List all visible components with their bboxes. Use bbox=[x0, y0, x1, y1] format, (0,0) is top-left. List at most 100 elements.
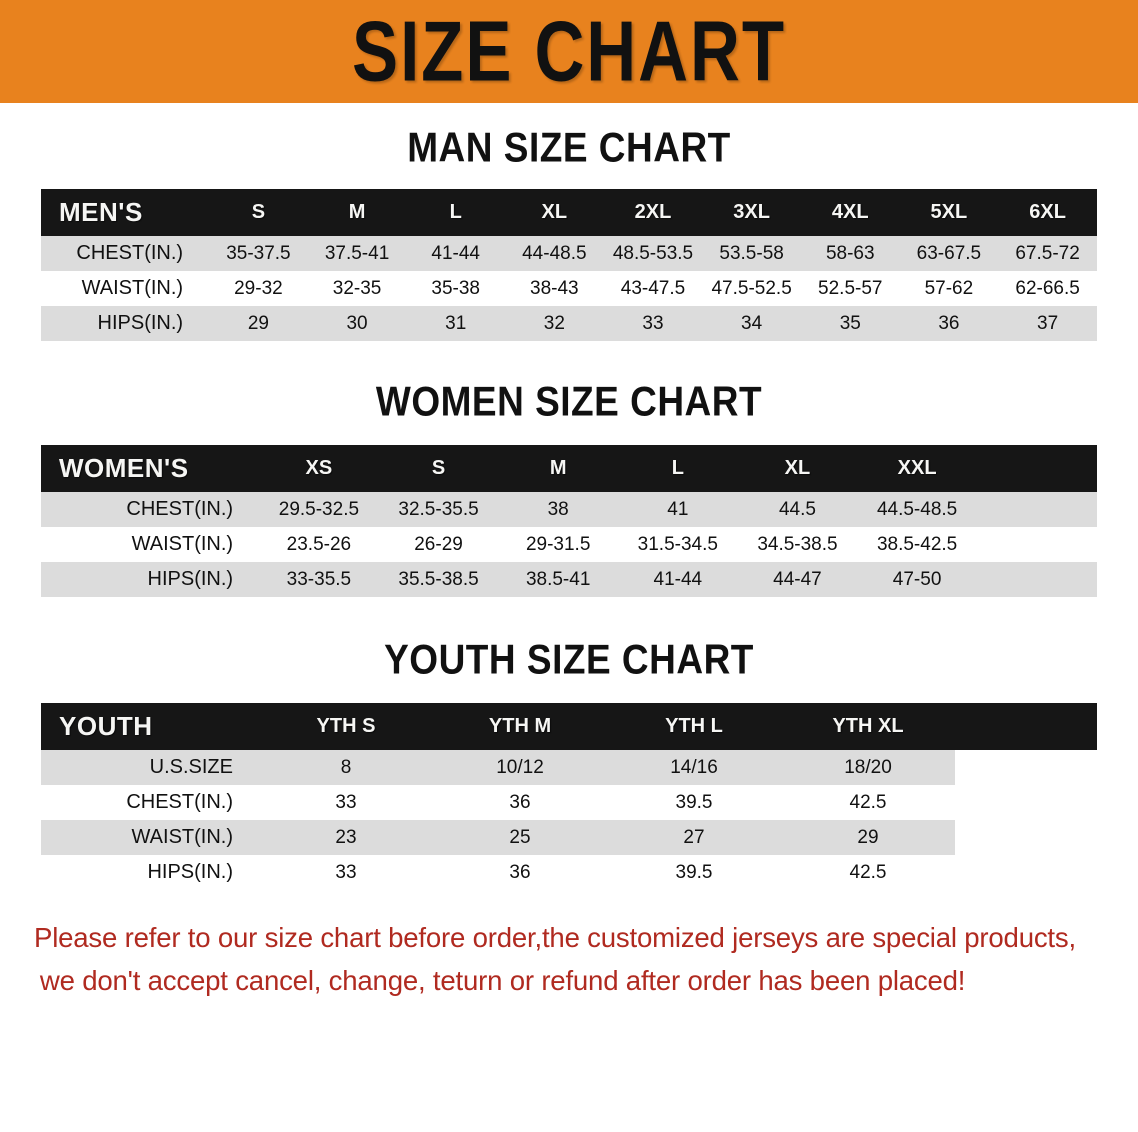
man-col-header-xl: XL bbox=[541, 201, 568, 223]
man-col-header-2xl: 2XL bbox=[634, 201, 672, 223]
table-cell: 18/20 bbox=[781, 750, 955, 785]
table-row: CHEST(IN.) 33 36 39.5 42.5 bbox=[41, 785, 1097, 820]
man-col-header-6xl: 6XL bbox=[1029, 201, 1066, 223]
page-title: SIZE CHART bbox=[352, 4, 786, 99]
table-header-row: MEN'S S M L XL 2XL 3XL 4XL 5XL 6XL bbox=[41, 189, 1097, 236]
table-cell: 52.5-57 bbox=[800, 271, 900, 306]
youth-col-header-s: YTH S bbox=[316, 715, 376, 737]
table-header-row: YOUTH YTH S YTH M YTH L YTH XL bbox=[41, 703, 1097, 750]
table-cell: 58-63 bbox=[800, 236, 900, 271]
table-row: U.S.SIZE 8 10/12 14/16 18/20 bbox=[41, 750, 1097, 785]
women-table-head: WOMEN'S XS S M L XL XXL bbox=[41, 445, 1097, 492]
table-cell: 33 bbox=[259, 785, 433, 820]
table-cell: 29-32 bbox=[209, 271, 308, 306]
disclaimer-line-1: Please refer to our size chart before or… bbox=[34, 922, 1076, 953]
man-row-label-waist: WAIST(IN.) bbox=[41, 271, 210, 306]
table-cell: 57-62 bbox=[899, 271, 999, 306]
table-cell: 42.5 bbox=[781, 785, 955, 820]
table-cell: 35-38 bbox=[406, 271, 506, 306]
man-col-header-l: L bbox=[449, 201, 462, 223]
table-cell: 39.5 bbox=[607, 855, 781, 890]
table-cell: 23.5-26 bbox=[259, 527, 379, 562]
table-cell: 62-66.5 bbox=[998, 271, 1097, 306]
youth-section-title: YOUTH SIZE CHART bbox=[384, 636, 754, 683]
man-table-wrap: MEN'S S M L XL 2XL 3XL 4XL 5XL 6XL CHEST… bbox=[41, 189, 1097, 341]
women-col-header-spacer bbox=[977, 445, 1097, 492]
table-cell: 44.5-48.5 bbox=[857, 492, 977, 527]
page-banner: SIZE CHART bbox=[0, 0, 1138, 103]
table-cell: 32.5-35.5 bbox=[378, 492, 499, 527]
table-cell: 38 bbox=[498, 492, 618, 527]
table-cell: 8 bbox=[259, 750, 433, 785]
disclaimer-line-2: we don't accept cancel, change, teturn o… bbox=[39, 965, 966, 997]
youth-corner-label: YOUTH bbox=[59, 711, 153, 741]
table-cell: 35 bbox=[800, 306, 900, 341]
women-col-header-l: L bbox=[671, 457, 684, 479]
table-cell: 39.5 bbox=[607, 785, 781, 820]
table-cell: 63-67.5 bbox=[899, 236, 999, 271]
table-cell: 36 bbox=[433, 855, 607, 890]
youth-col-header-l: YTH L bbox=[665, 715, 723, 737]
youth-table-head: YOUTH YTH S YTH M YTH L YTH XL bbox=[41, 703, 1097, 750]
women-col-header-m: M bbox=[549, 457, 567, 479]
table-cell: 44-48.5 bbox=[505, 236, 604, 271]
table-row: WAIST(IN.) 23.5-26 26-29 29-31.5 31.5-34… bbox=[41, 527, 1097, 562]
youth-row-label-us-size: U.S.SIZE bbox=[41, 750, 259, 785]
table-cell: 29.5-32.5 bbox=[259, 492, 379, 527]
youth-row-label-hips: HIPS(IN.) bbox=[41, 855, 259, 890]
table-cell: 41-44 bbox=[406, 236, 506, 271]
man-row-label-chest: CHEST(IN.) bbox=[41, 236, 210, 271]
women-col-header-s: S bbox=[431, 457, 446, 479]
table-row: HIPS(IN.) 33 36 39.5 42.5 bbox=[41, 855, 1097, 890]
table-cell: 34 bbox=[702, 306, 801, 341]
women-size-table: WOMEN'S XS S M L XL XXL CHEST(IN.) 29.5-… bbox=[41, 445, 1097, 597]
man-col-header-m: M bbox=[348, 201, 366, 223]
table-cell-spacer bbox=[955, 750, 1097, 785]
table-cell: 37 bbox=[998, 306, 1097, 341]
table-cell: 29 bbox=[209, 306, 308, 341]
table-cell-spacer bbox=[955, 820, 1097, 855]
table-row: CHEST(IN.) 29.5-32.5 32.5-35.5 38 41 44.… bbox=[41, 492, 1097, 527]
table-cell: 35.5-38.5 bbox=[378, 562, 499, 597]
man-col-header-5xl: 5XL bbox=[930, 201, 968, 223]
man-corner-label: MEN'S bbox=[59, 197, 143, 227]
women-row-label-hips: HIPS(IN.) bbox=[41, 562, 260, 597]
man-section-title: MAN SIZE CHART bbox=[407, 124, 731, 171]
table-cell: 29 bbox=[781, 820, 955, 855]
table-cell-spacer bbox=[955, 855, 1097, 890]
table-cell: 37.5-41 bbox=[307, 236, 407, 271]
table-cell: 47-50 bbox=[857, 562, 977, 597]
man-table-head: MEN'S S M L XL 2XL 3XL 4XL 5XL 6XL bbox=[41, 189, 1097, 236]
youth-table-body: U.S.SIZE 8 10/12 14/16 18/20 CHEST(IN.) … bbox=[41, 750, 1097, 890]
table-cell: 38.5-42.5 bbox=[857, 527, 977, 562]
youth-size-table: YOUTH YTH S YTH M YTH L YTH XL U.S.SIZE … bbox=[41, 703, 1097, 890]
table-cell: 41-44 bbox=[618, 562, 738, 597]
table-cell: 23 bbox=[259, 820, 433, 855]
table-cell: 44.5 bbox=[737, 492, 858, 527]
women-col-header-xl: XL bbox=[784, 457, 811, 479]
table-cell-spacer bbox=[976, 562, 1097, 597]
man-col-header-3xl: 3XL bbox=[733, 201, 770, 223]
table-cell: 30 bbox=[307, 306, 407, 341]
table-cell: 38-43 bbox=[505, 271, 604, 306]
women-row-label-chest: CHEST(IN.) bbox=[41, 492, 260, 527]
youth-col-header-xl: YTH XL bbox=[832, 715, 904, 737]
table-row: HIPS(IN.) 33-35.5 35.5-38.5 38.5-41 41-4… bbox=[41, 562, 1097, 597]
table-cell: 41 bbox=[618, 492, 738, 527]
table-cell: 67.5-72 bbox=[998, 236, 1097, 271]
youth-row-label-waist: WAIST(IN.) bbox=[41, 820, 259, 855]
table-cell: 36 bbox=[899, 306, 999, 341]
table-cell-spacer bbox=[976, 527, 1097, 562]
table-cell: 53.5-58 bbox=[702, 236, 801, 271]
disclaimer-note: Please refer to our size chart before or… bbox=[0, 916, 1138, 1003]
table-cell: 34.5-38.5 bbox=[737, 527, 858, 562]
table-cell: 32-35 bbox=[307, 271, 407, 306]
table-cell: 29-31.5 bbox=[498, 527, 618, 562]
man-col-header-s: S bbox=[251, 201, 266, 223]
table-cell: 47.5-52.5 bbox=[702, 271, 801, 306]
youth-table-wrap: YOUTH YTH S YTH M YTH L YTH XL U.S.SIZE … bbox=[41, 703, 1097, 890]
table-cell: 44-47 bbox=[737, 562, 858, 597]
table-row: CHEST(IN.) 35-37.5 37.5-41 41-44 44-48.5… bbox=[41, 236, 1097, 271]
table-cell: 32 bbox=[505, 306, 604, 341]
